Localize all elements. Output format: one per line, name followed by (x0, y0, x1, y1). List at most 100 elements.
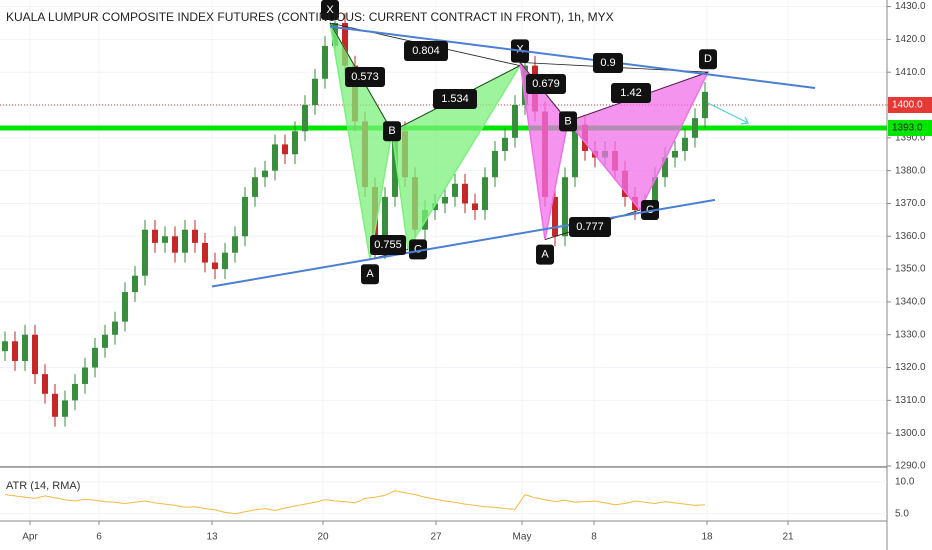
candle-body (122, 292, 128, 322)
projection-arrow-head (740, 116, 749, 125)
candle-body (102, 334, 108, 348)
candle-body (692, 118, 698, 138)
candle-body (572, 124, 578, 178)
point-label-box (511, 39, 529, 60)
candle-body (282, 144, 288, 155)
point-label-box (559, 111, 577, 132)
point-label-box (699, 49, 717, 70)
candle-body (142, 229, 148, 276)
x-tick-label: 18 (701, 532, 713, 543)
y-tick-label: 5.0 (895, 508, 909, 519)
candle-body (312, 78, 318, 106)
ratio-box (593, 53, 623, 73)
candle-body (82, 367, 88, 384)
overlay: XABCDXABCD (211, 0, 816, 288)
candle-body (2, 341, 8, 352)
candle-body (652, 177, 658, 204)
candle-body (492, 150, 498, 178)
candle-body (302, 105, 308, 132)
price-label-box (888, 119, 932, 136)
candle-body (382, 196, 388, 250)
trendline (211, 198, 716, 288)
y-tick-label: 1350.0 (895, 264, 926, 275)
point-label: B (564, 115, 571, 127)
candle-body (232, 236, 238, 253)
ratio-box (569, 217, 611, 237)
ratio-box (526, 74, 566, 94)
x-tick-label: May (513, 532, 532, 543)
ratio-label: 0.755 (374, 239, 402, 251)
candle-body (262, 170, 268, 178)
y-tick-label: 1300.0 (895, 428, 926, 439)
y-tick-label: 1290.0 (895, 461, 926, 472)
ratio-box (611, 83, 651, 103)
candle-body (112, 321, 118, 335)
y-tick-label: 1360.0 (895, 231, 926, 242)
candle-body (682, 137, 688, 151)
y-tick-label: 10.0 (895, 477, 915, 488)
ratio-label: 0.573 (351, 71, 379, 83)
candle-body (162, 236, 168, 243)
price-label: 1400.0 (892, 100, 923, 111)
point-label: A (366, 268, 374, 280)
candle-body (322, 45, 328, 79)
candle-body (442, 196, 448, 204)
candle-body (192, 229, 198, 243)
trendline (329, 25, 816, 89)
point-label-box (361, 264, 379, 285)
candle-body (202, 242, 208, 263)
point-label-box (536, 244, 554, 265)
candle-body (252, 177, 258, 197)
candle-body (52, 393, 58, 417)
ratio-labels: 0.573 1.534 0.804 0.755 0.679 0.9 1.42 0… (345, 41, 651, 255)
candle-body (32, 334, 38, 375)
candle-body (462, 183, 468, 204)
candle-body (72, 383, 78, 401)
point-label-box (383, 121, 401, 142)
point-label: X (516, 43, 524, 55)
atr-panel: 10.0 5.0 (0, 477, 915, 519)
candle-body (472, 203, 478, 211)
point-label-box (409, 239, 427, 260)
chart-title: KUALA LUMPUR COMPOSITE INDEX FUTURES (CO… (6, 10, 614, 24)
ratio-label: 1.42 (620, 87, 641, 99)
x-tick-label: 13 (206, 532, 218, 543)
y-tick-label: 1380.0 (895, 165, 926, 176)
candle-body (482, 177, 488, 211)
y-tick-label: 1340.0 (895, 297, 926, 308)
candle-body (152, 229, 158, 243)
ratio-box (433, 89, 477, 109)
candle-body (212, 262, 218, 270)
candle-body (562, 177, 568, 237)
candle-body (132, 275, 138, 293)
candle-body (452, 183, 458, 197)
x-tick-label: 6 (96, 532, 102, 543)
ratio-label: 0.777 (576, 221, 604, 233)
price-label-box (888, 97, 932, 114)
point-label: C (646, 204, 654, 216)
x-tick-label: Apr (22, 532, 38, 543)
point-label: B (388, 125, 395, 137)
ratio-box (345, 67, 385, 87)
candle-body (272, 144, 278, 171)
ratio-box (370, 235, 406, 255)
ratio-label: 0.804 (412, 45, 440, 57)
price-label: 1393.0 (892, 123, 923, 134)
candle-body (392, 131, 398, 197)
point-label-box (641, 200, 659, 221)
candle-body (222, 252, 228, 270)
point-label: X (326, 4, 334, 16)
atr-line (4, 490, 706, 515)
candle-body (92, 347, 98, 368)
candle-body (42, 374, 48, 394)
y-tick-label: 1430.0 (895, 1, 926, 12)
y-tick-label: 1420.0 (895, 34, 926, 45)
indicator-name: ATR (14, RMA) (6, 480, 80, 492)
candle-body (292, 131, 298, 155)
ratio-label: 0.9 (600, 57, 615, 69)
point-label: D (704, 53, 712, 65)
y-tick-label: 1390.0 (895, 132, 926, 143)
ratio-label: 1.534 (441, 93, 469, 105)
ratio-label: 0.679 (532, 78, 560, 90)
